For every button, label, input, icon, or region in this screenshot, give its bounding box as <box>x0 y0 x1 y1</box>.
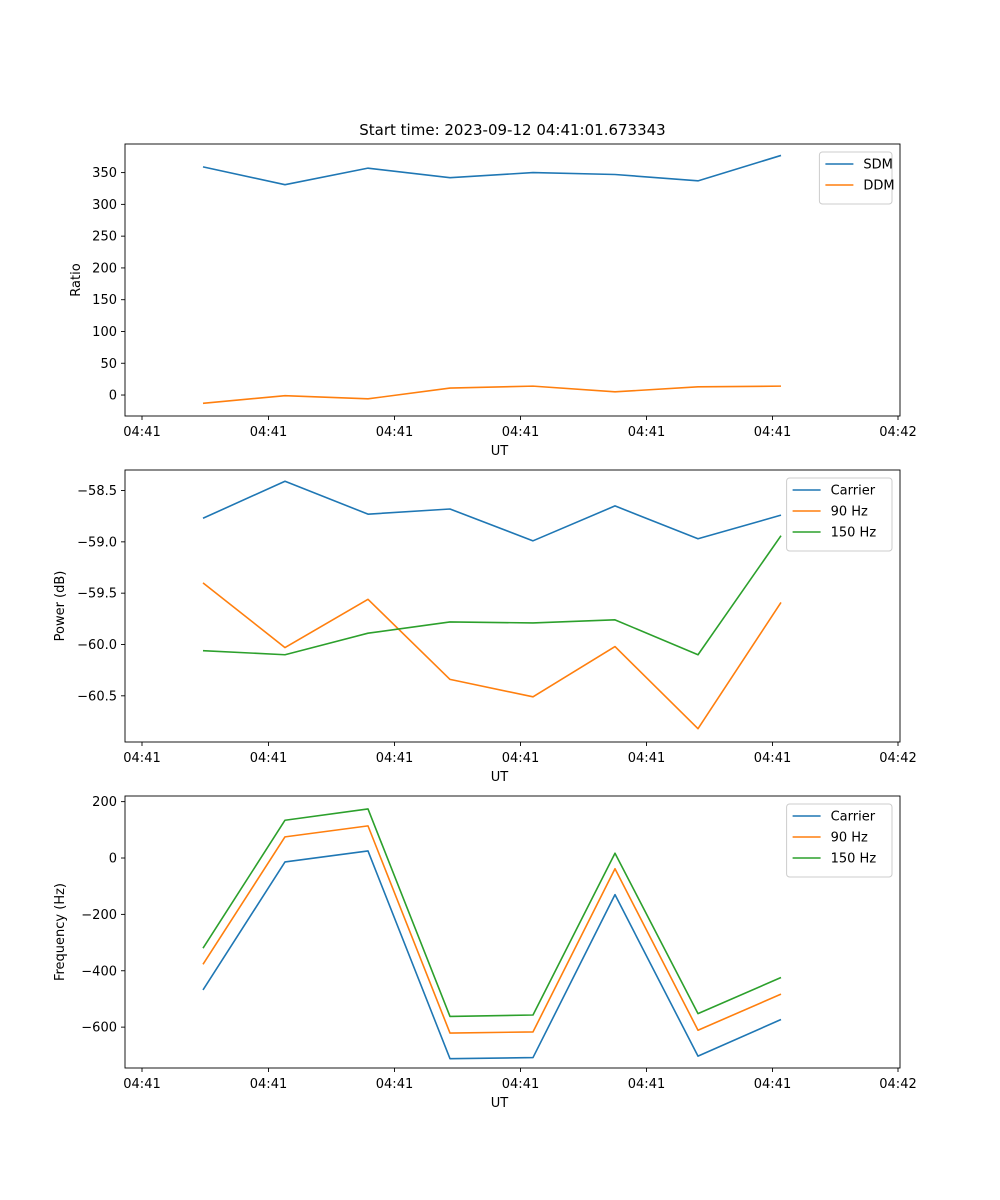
y-tick-label: 350 <box>92 166 117 181</box>
series-line-carrier <box>202 480 782 542</box>
chart-panel-3: 04:41 04:41 04:41 04:41 04:41 04:41 04:42 UT −60… <box>53 795 917 1111</box>
series-line-150-hz <box>202 808 782 1018</box>
y-axis-label: Power (dB) <box>53 571 68 642</box>
x-tick-label: 04:41 <box>123 751 160 766</box>
y-tick-label: −59.5 <box>77 587 117 602</box>
chart-panel-1: 04:41 04:41 04:41 04:41 04:41 04:41 04:42 UT 0 50… <box>69 143 917 459</box>
series-line-carrier <box>202 850 782 1060</box>
y-tick-label: −59.0 <box>77 535 117 550</box>
series-line-ddm <box>202 385 782 405</box>
series-line-90-hz <box>202 825 782 1034</box>
x-tick-label: 04:42 <box>879 751 916 766</box>
y-tick-label: −60.5 <box>77 689 117 704</box>
y-tick-label: −400 <box>81 964 117 979</box>
axes-frame <box>124 143 901 417</box>
legend-box <box>818 151 893 205</box>
y-tick-label: 150 <box>92 293 117 308</box>
legend-label: DDM <box>863 179 894 194</box>
y-tick-label: −200 <box>81 908 117 923</box>
legend: Carrier 90 Hz 150 Hz <box>786 477 893 552</box>
y-tick-label: 0 <box>109 389 117 404</box>
x-tick-label: 04:41 <box>502 751 539 766</box>
x-tick-label: 04:42 <box>879 1077 916 1092</box>
legend-label: 90 Hz <box>831 831 868 846</box>
series-line-150-hz <box>202 535 782 656</box>
legend-label: 90 Hz <box>831 505 868 520</box>
x-tick-label: 04:41 <box>502 425 539 440</box>
y-tick-label: 250 <box>92 230 117 245</box>
axes-frame <box>124 795 901 1069</box>
x-tick-label: 04:41 <box>250 751 287 766</box>
figure-title: Start time: 2023-09-12 04:41:01.673343 <box>359 121 665 139</box>
legend-label: 150 Hz <box>831 852 877 867</box>
x-axis-label: UT <box>491 1096 509 1111</box>
x-tick-label: 04:41 <box>628 425 665 440</box>
y-tick-label: 100 <box>92 325 117 340</box>
x-axis-label: UT <box>491 444 509 459</box>
series-line-90-hz <box>202 582 782 730</box>
y-tick-label: 50 <box>100 357 117 372</box>
x-tick-label: 04:41 <box>376 425 413 440</box>
legend: Carrier 90 Hz 150 Hz <box>786 803 893 878</box>
x-tick-label: 04:41 <box>628 1077 665 1092</box>
y-tick-label: 200 <box>92 261 117 276</box>
x-tick-label: 04:41 <box>628 751 665 766</box>
legend-label: SDM <box>863 158 892 173</box>
x-tick-label: 04:42 <box>879 425 916 440</box>
legend-label: 150 Hz <box>831 526 877 541</box>
y-tick-label: 300 <box>92 198 117 213</box>
x-tick-label: 04:41 <box>250 1077 287 1092</box>
y-tick-label: −600 <box>81 1021 117 1036</box>
series-line-sdm <box>202 154 782 186</box>
x-tick-label: 04:41 <box>754 425 791 440</box>
legend-label: Carrier <box>831 810 876 825</box>
y-tick-label: 200 <box>92 795 117 810</box>
legend-label: Carrier <box>831 484 876 499</box>
axes-frame <box>124 469 901 743</box>
x-tick-label: 04:41 <box>376 1077 413 1092</box>
x-tick-label: 04:41 <box>502 1077 539 1092</box>
chart-panel-2: 04:41 04:41 04:41 04:41 04:41 04:41 04:42 UT −60… <box>53 469 917 785</box>
x-tick-label: 04:41 <box>376 751 413 766</box>
x-axis-label: UT <box>491 770 509 785</box>
x-tick-label: 04:41 <box>754 751 791 766</box>
x-tick-label: 04:41 <box>123 425 160 440</box>
y-axis-label: Ratio <box>69 263 84 296</box>
x-tick-label: 04:41 <box>754 1077 791 1092</box>
x-tick-label: 04:41 <box>250 425 287 440</box>
x-tick-label: 04:41 <box>123 1077 160 1092</box>
y-tick-label: −58.5 <box>77 484 117 499</box>
y-axis-label: Frequency (Hz) <box>53 883 68 981</box>
y-tick-label: −60.0 <box>77 638 117 653</box>
legend: SDM DDM <box>818 151 895 205</box>
y-tick-label: 0 <box>109 852 117 867</box>
